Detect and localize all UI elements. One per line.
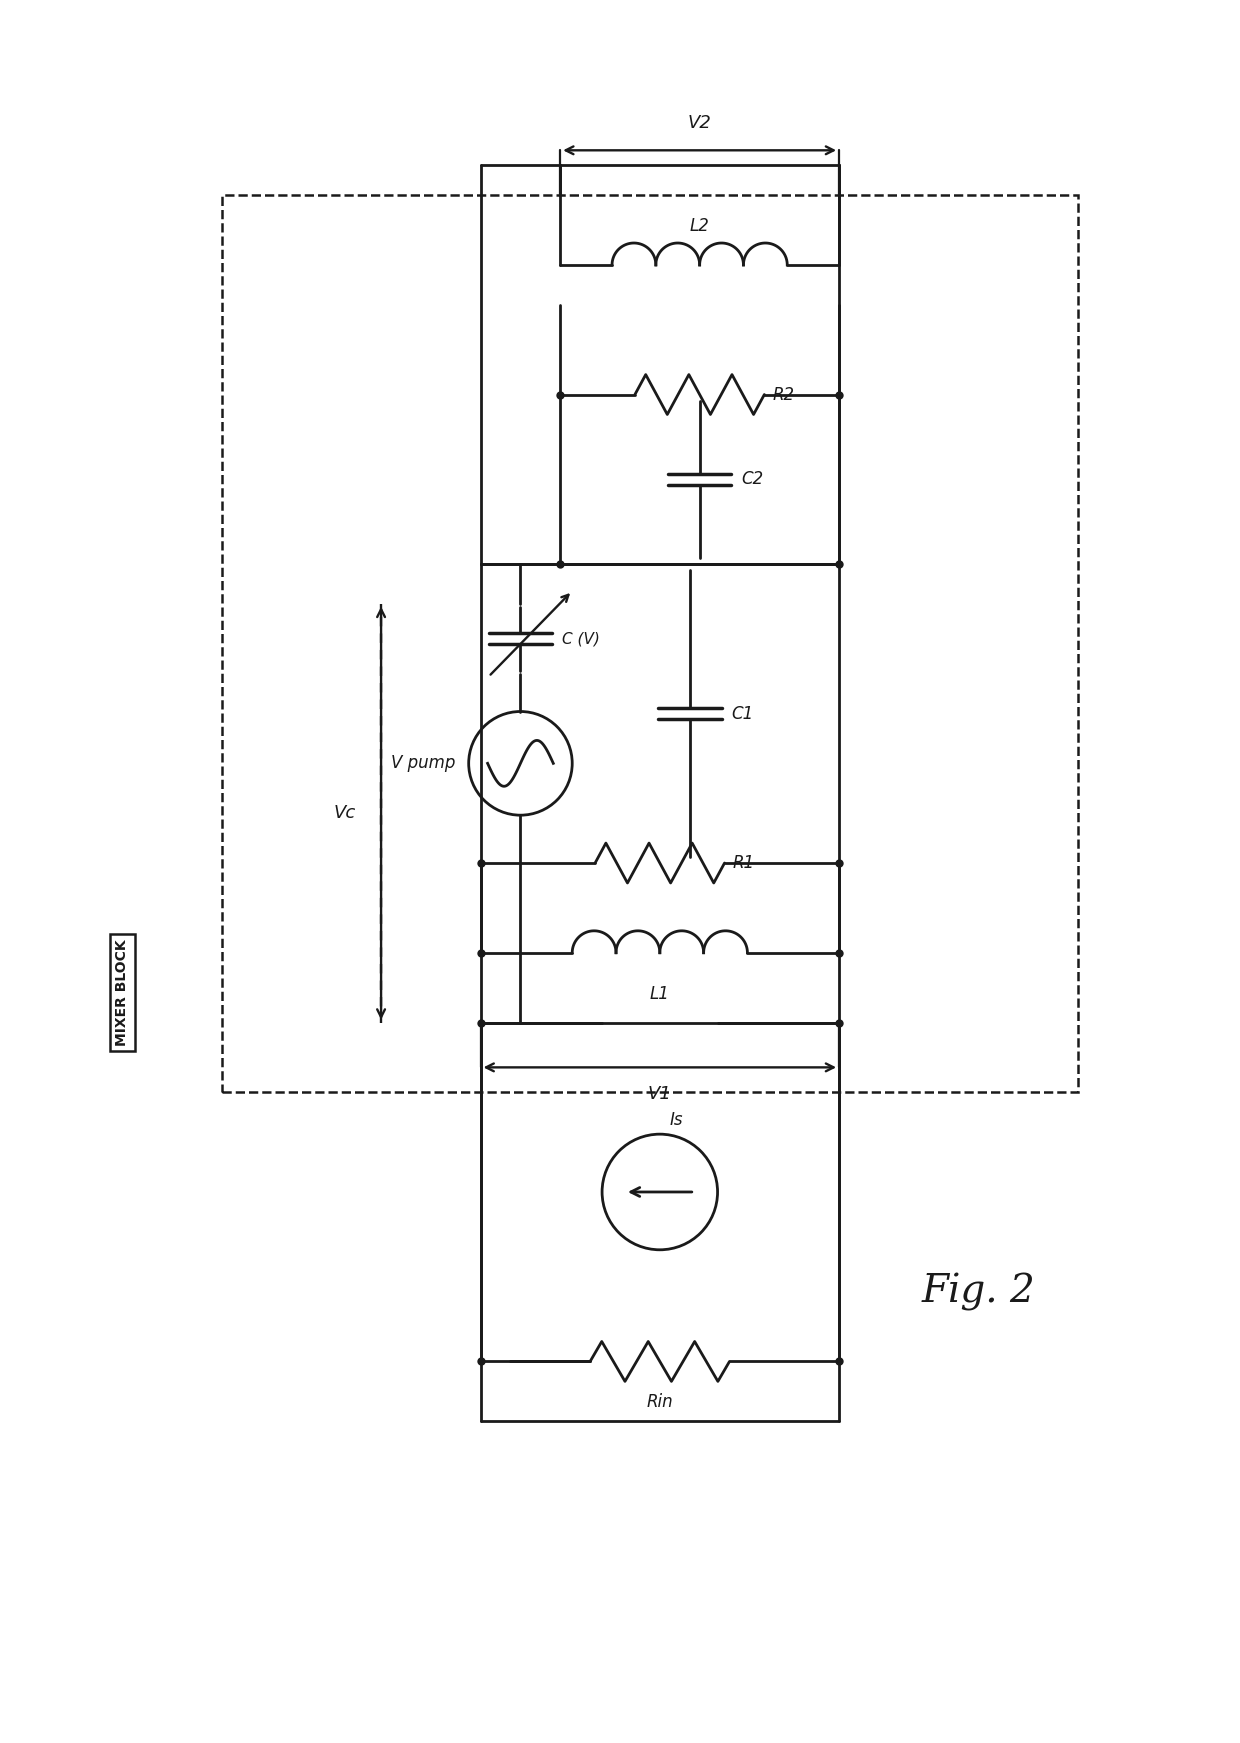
Text: L1: L1 (650, 985, 670, 1002)
Text: Rin: Rin (646, 1393, 673, 1412)
Text: Vc: Vc (334, 804, 356, 823)
Text: R1: R1 (733, 854, 755, 872)
Text: R2: R2 (773, 385, 795, 404)
Text: L2: L2 (689, 218, 709, 235)
Text: C (V): C (V) (562, 631, 600, 647)
Text: Is: Is (670, 1112, 683, 1129)
Text: C2: C2 (742, 471, 764, 488)
Text: V2: V2 (688, 115, 712, 132)
Text: C1: C1 (732, 704, 754, 723)
Text: Fig. 2: Fig. 2 (921, 1272, 1035, 1311)
Text: V1: V1 (647, 1086, 672, 1103)
Text: V pump: V pump (392, 755, 456, 772)
Text: MIXER BLOCK: MIXER BLOCK (115, 939, 129, 1046)
